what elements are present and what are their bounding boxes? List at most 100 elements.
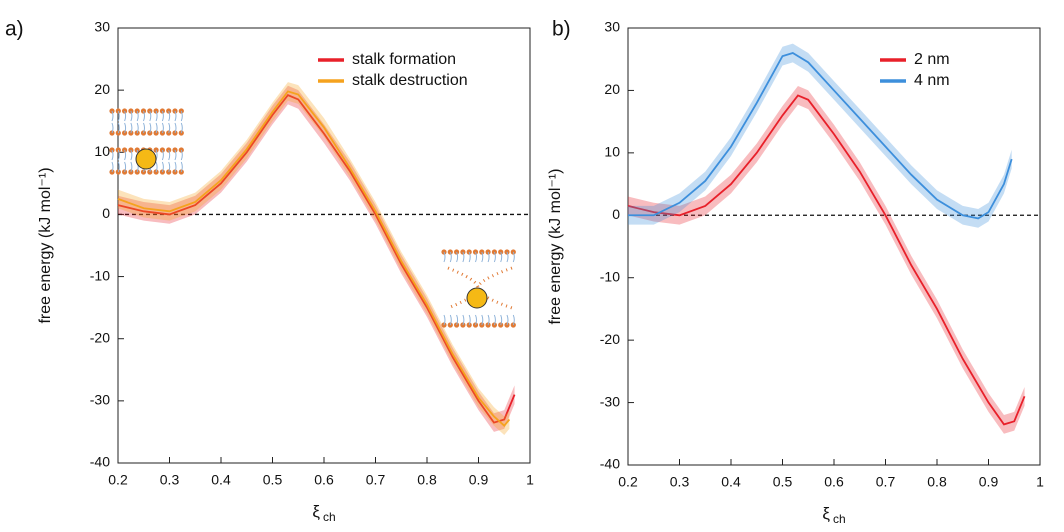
lipid-tail: [161, 110, 164, 122]
lipid-tail: [117, 161, 120, 173]
lipid-tail: [161, 149, 164, 161]
lipid-tail: [168, 161, 171, 173]
lipid-tail: [449, 314, 452, 326]
panel-label: a): [5, 18, 24, 41]
lipid-tail: [506, 314, 509, 326]
x-tick-label: 0.9: [979, 474, 999, 490]
lipid-tail: [180, 149, 183, 161]
x-axis-symbol: ξ: [312, 502, 320, 521]
x-tick-label: 0.2: [108, 472, 128, 488]
lipid-tail: [117, 149, 120, 161]
lipid-tail: [155, 122, 158, 134]
x-tick-label: 0.9: [469, 472, 489, 488]
x-tick-label: 0.5: [773, 474, 793, 490]
lipid-tail: [136, 110, 139, 122]
lipid-tail: [512, 314, 515, 326]
lipid-tail: [130, 161, 133, 173]
lipid-tail: [168, 110, 171, 122]
lipid-tail: [500, 314, 503, 326]
y-tick-label: -30: [90, 392, 110, 408]
y-tick-label: -40: [90, 454, 110, 470]
lipid-tail: [168, 149, 171, 161]
lipid-tail: [117, 122, 120, 134]
lipid-tail: [130, 110, 133, 122]
y-tick-label: -40: [600, 456, 620, 472]
lipid-tail: [130, 122, 133, 134]
x-axis-subscript: ch: [323, 510, 336, 524]
lipid-tail: [493, 314, 496, 326]
x-axis-label: ξ ch: [312, 502, 335, 524]
lipid-tail: [180, 122, 183, 134]
x-axis-symbol: ξ: [822, 504, 830, 523]
lipid-tail: [161, 161, 164, 173]
lipid-head: [178, 169, 184, 175]
lipid-head: [166, 130, 172, 136]
legend-label: 4 nm: [914, 72, 950, 89]
line: [117, 90, 511, 428]
lipid-head: [134, 169, 140, 175]
lipid-tail: [130, 149, 133, 161]
lipid-head: [134, 130, 140, 136]
lipid-head: [166, 169, 172, 175]
lipid-tail: [468, 314, 471, 326]
lipid-tail: [161, 122, 164, 134]
y-tick-label: -20: [600, 331, 620, 347]
lipid-tail: [117, 110, 120, 122]
y-tick-label: 0: [612, 206, 620, 222]
lipid-tail: [149, 110, 152, 122]
lipid-tail: [111, 110, 114, 122]
lipid-tail: [155, 110, 158, 122]
solute-bead: [466, 287, 488, 309]
lipid-tail: [155, 161, 158, 173]
x-tick-label: 0.6: [314, 472, 334, 488]
y-tick-label: -20: [90, 329, 110, 345]
line: [117, 94, 516, 424]
lipid-tail: [462, 314, 465, 326]
lipid-head: [147, 169, 153, 175]
lipid-tail: [143, 110, 145, 122]
x-tick-label: 0.8: [417, 472, 437, 488]
line: [627, 94, 1026, 426]
error-band: [628, 86, 1025, 434]
y-tick-label: 0: [102, 205, 110, 221]
lipid-tail: [136, 122, 139, 134]
lipid-tail: [481, 314, 484, 326]
lipid-tail: [174, 110, 177, 122]
lipid-tail: [174, 149, 177, 161]
x-tick-label: 0.3: [670, 474, 690, 490]
y-axis-label: free energy (kJ mol⁻¹): [547, 168, 564, 324]
lipid-tail: [475, 251, 477, 263]
lipid-tail: [124, 110, 127, 122]
lipid-tail: [456, 251, 459, 263]
lipid-tail: [143, 122, 145, 134]
y-tick-label: 10: [94, 143, 110, 159]
lipid-tail: [149, 122, 152, 134]
y-tick-label: -30: [600, 393, 620, 409]
lipid-tail: [500, 251, 503, 263]
x-axis-label: ξ ch: [822, 504, 845, 526]
lipid-tail: [449, 251, 452, 263]
x-tick-label: 0.2: [618, 474, 638, 490]
x-tick-label: 0.4: [721, 474, 741, 490]
lipid-tail: [111, 122, 114, 134]
lipid-tail: [487, 314, 490, 326]
x-tick-label: 0.3: [160, 472, 180, 488]
line: [628, 51, 1013, 220]
lipid-tail: [506, 251, 509, 263]
y-tick-label: 30: [604, 19, 620, 35]
lipid-tail: [180, 161, 183, 173]
lipid-head: [178, 147, 184, 153]
y-tick-label: 30: [94, 19, 110, 35]
x-tick-label: 0.7: [366, 472, 386, 488]
error-band: [118, 85, 515, 432]
y-tick-label: -10: [600, 268, 620, 284]
lipid-tail: [174, 161, 177, 173]
legend-label: stalk formation: [352, 51, 456, 68]
lipid-tail: [456, 314, 459, 326]
lipid-head: [166, 108, 172, 114]
x-tick-label: 0.7: [876, 474, 896, 490]
x-axis-subscript: ch: [833, 512, 846, 526]
lipid-tail: [487, 251, 490, 263]
lipid-head: [147, 108, 153, 114]
